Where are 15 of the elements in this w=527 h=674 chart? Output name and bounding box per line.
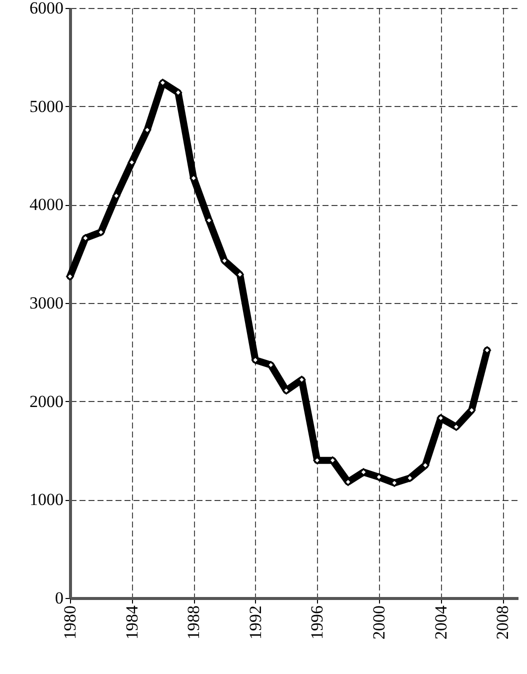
x-tick-label: 1992 [246, 606, 265, 640]
x-tick-label: 2004 [431, 605, 450, 640]
x-tick-label: 1984 [122, 605, 142, 640]
y-tick-label: 1000 [30, 490, 64, 510]
x-tick-label: 1996 [308, 606, 327, 640]
x-tick-label: 2008 [493, 606, 512, 640]
y-tick-label: 5000 [30, 96, 64, 116]
x-tick-label: 1980 [60, 606, 80, 640]
y-tick-label: 0 [55, 588, 64, 608]
y-tick-label: 3000 [30, 294, 64, 312]
y-tick-label: 2000 [30, 392, 64, 411]
x-tick-label: 2000 [369, 606, 388, 640]
x-tick-label: 1988 [184, 606, 204, 640]
y-tick-label: 4000 [30, 195, 64, 214]
y-tick-label: 6000 [30, 0, 64, 18]
